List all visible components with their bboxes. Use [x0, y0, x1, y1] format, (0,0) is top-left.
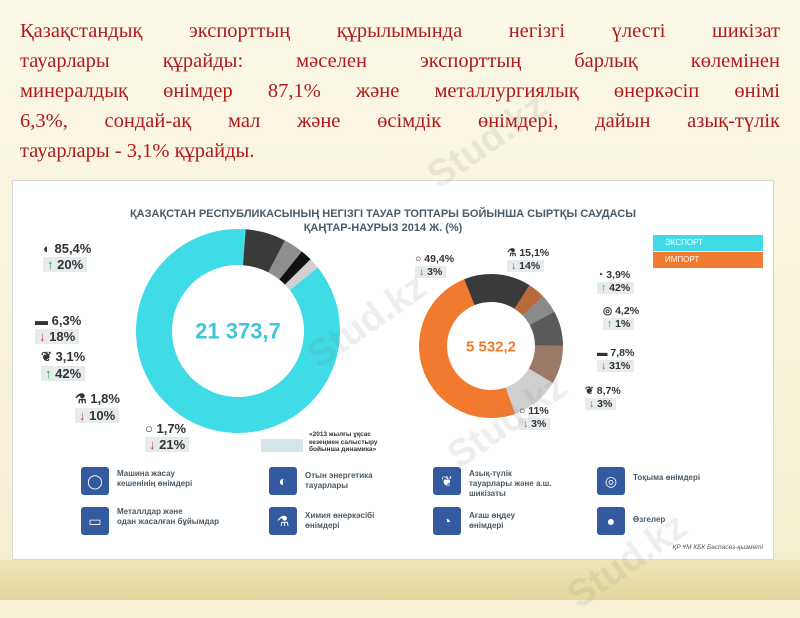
- legend-flask-icon: ⚗: [269, 507, 297, 535]
- import-slice-4: [529, 311, 563, 346]
- export-slice-3: [279, 251, 311, 285]
- paragraph-line: тауарлары құрайды: мәселен экспорттың ба…: [20, 50, 780, 72]
- metal-bar-icon: ▬: [597, 347, 608, 359]
- export-slice-0: [136, 229, 340, 433]
- legend-textile: Тоқыма өнімдері: [633, 473, 701, 482]
- wheat-icon: ❦: [585, 385, 594, 397]
- legend-import: ИМПОРТ: [653, 252, 763, 268]
- legend-flask: Химия өнеркәсібі өнімдері: [305, 511, 375, 530]
- export-slice-2: [268, 240, 302, 280]
- import-slice-2: [514, 285, 544, 316]
- arrow-down-icon: ↓: [79, 408, 86, 423]
- export-total: 21 373,7: [195, 319, 281, 344]
- machine-icon: ○: [415, 253, 422, 265]
- import-label-2: ◔ 3,9% ↑ 42%: [597, 269, 635, 294]
- oil-drop-icon: ◐: [43, 241, 51, 256]
- legend-oil: Отын энергетика тауарлары: [305, 471, 373, 490]
- machine-icon: ○: [145, 421, 153, 436]
- legend-machine: Машина жасау кешенінің өнімдері: [117, 469, 193, 488]
- source-note: ҚР ҰМ КБК Баспасөз-қызметі: [672, 544, 763, 551]
- paragraph-line: тауарлары - 3,1% құрайды.: [20, 140, 255, 162]
- arrow-down-icon: ↓: [601, 360, 607, 372]
- infographic-title: ҚАЗАҚСТАН РЕСПУБЛИКАСЫНЫҢ НЕГІЗГІ ТАУАР …: [83, 207, 683, 235]
- legend-oil-icon: ◐: [269, 467, 297, 495]
- export-label-2: ❦ 3,1% ↑ 42%: [41, 349, 86, 381]
- import-slice-6: [505, 368, 553, 414]
- import-slice-1: [464, 274, 530, 309]
- legend-other: Өзгелер: [633, 515, 666, 524]
- arrow-down-icon: ↓: [419, 266, 425, 278]
- legend-metal: Металлдар және одан жасалған бұйымдар: [117, 507, 219, 526]
- infographic-panel: ҚАЗАҚСТАН РЕСПУБЛИКАСЫНЫҢ НЕГІЗГІ ТАУАР …: [12, 180, 774, 560]
- legend-wood: Ағаш өңдеу өнімдері: [469, 511, 516, 530]
- import-total: 5 532,2: [466, 338, 516, 355]
- import-slice-5: [528, 345, 563, 383]
- import-slice-0: [419, 279, 516, 418]
- dynamics-swatch: [261, 439, 303, 452]
- arrow-down-icon: ↓: [149, 437, 156, 452]
- legend-wheat: Азық-түлік тауарлары және а.ш. шикізаты: [469, 469, 552, 498]
- legend-textile-icon: ◎: [597, 467, 625, 495]
- paragraph-line: минералдық өнімдер 87,1% және металлурги…: [20, 80, 780, 102]
- arrow-up-icon: ↑: [607, 318, 613, 330]
- import-label-3: ◎ 4,2% ↑ 1%: [603, 305, 640, 330]
- import-label-0: ○ 49,4% ↓ 3%: [415, 253, 455, 278]
- legend-metal-icon: ▭: [81, 507, 109, 535]
- wheat-icon: ❦: [41, 349, 52, 364]
- arrow-up-icon: ↑: [601, 282, 607, 294]
- export-slice-1: [242, 229, 285, 273]
- slide-bottom-band: [0, 560, 800, 600]
- paragraph-line: 6,3%, сондай-ақ мал және өсімдік өнімдер…: [20, 110, 780, 132]
- flask-icon: ⚗: [75, 391, 87, 406]
- flask-icon: ⚗: [507, 247, 517, 259]
- arrow-up-icon: ↑: [45, 366, 52, 381]
- arrow-down-icon: ↓: [523, 418, 529, 430]
- arrow-up-icon: ↑: [47, 257, 54, 272]
- textile-icon: ◎: [603, 305, 613, 317]
- legend-wood-icon: ◔: [433, 507, 461, 535]
- legend-export: ЭКСПОРТ: [653, 235, 763, 251]
- title-line-1: ҚАЗАҚСТАН РЕСПУБЛИКАСЫНЫҢ НЕГІЗГІ ТАУАР …: [129, 208, 637, 220]
- donut-charts: 21 373,7 5 532,2: [136, 229, 563, 433]
- export-label-3: ⚗ 1,8% ↓ 10%: [75, 391, 120, 423]
- import-label-1: ⚗ 15,1% ↓ 14%: [507, 247, 550, 272]
- wood-icon: ◔: [597, 269, 604, 281]
- title-line-2: ҚАҢТАР-НАУРЫЗ 2014 Ж. (%): [303, 222, 463, 234]
- import-label-6: ○ 11% ↓ 3%: [519, 405, 551, 430]
- arrow-down-icon: ↓: [511, 260, 517, 272]
- import-label-5: ❦ 8,7% ↓ 3%: [585, 385, 621, 410]
- legend-other-icon: ●: [597, 507, 625, 535]
- arrow-down-icon: ↓: [39, 329, 46, 344]
- legend-machine-icon: ◯: [81, 467, 109, 495]
- arrow-down-icon: ↓: [589, 398, 595, 410]
- import-label-4: ▬ 7,8% ↓ 31%: [597, 347, 635, 372]
- import-slice-3: [522, 296, 555, 326]
- export-label-4: ○ 1,7% ↓ 21%: [145, 421, 190, 452]
- paragraph-line: Қазақстандық экспорттың құрылымында негі…: [20, 20, 780, 42]
- dynamics-note: «2013 жылғы ұқсас кезеңмен салыстыру бой…: [309, 431, 378, 453]
- export-slice-4: [284, 259, 318, 290]
- export-label-1: ▬ 6,3% ↓ 18%: [35, 313, 82, 344]
- export-label-0: ◐ 85,4% ↑ 20%: [43, 241, 92, 272]
- metal-bar-icon: ▬: [35, 313, 48, 328]
- other-icon: ○: [519, 405, 526, 417]
- paragraph: Қазақстандық экспорттың құрылымында негі…: [20, 16, 780, 166]
- legend-wheat-icon: ❦: [433, 467, 461, 495]
